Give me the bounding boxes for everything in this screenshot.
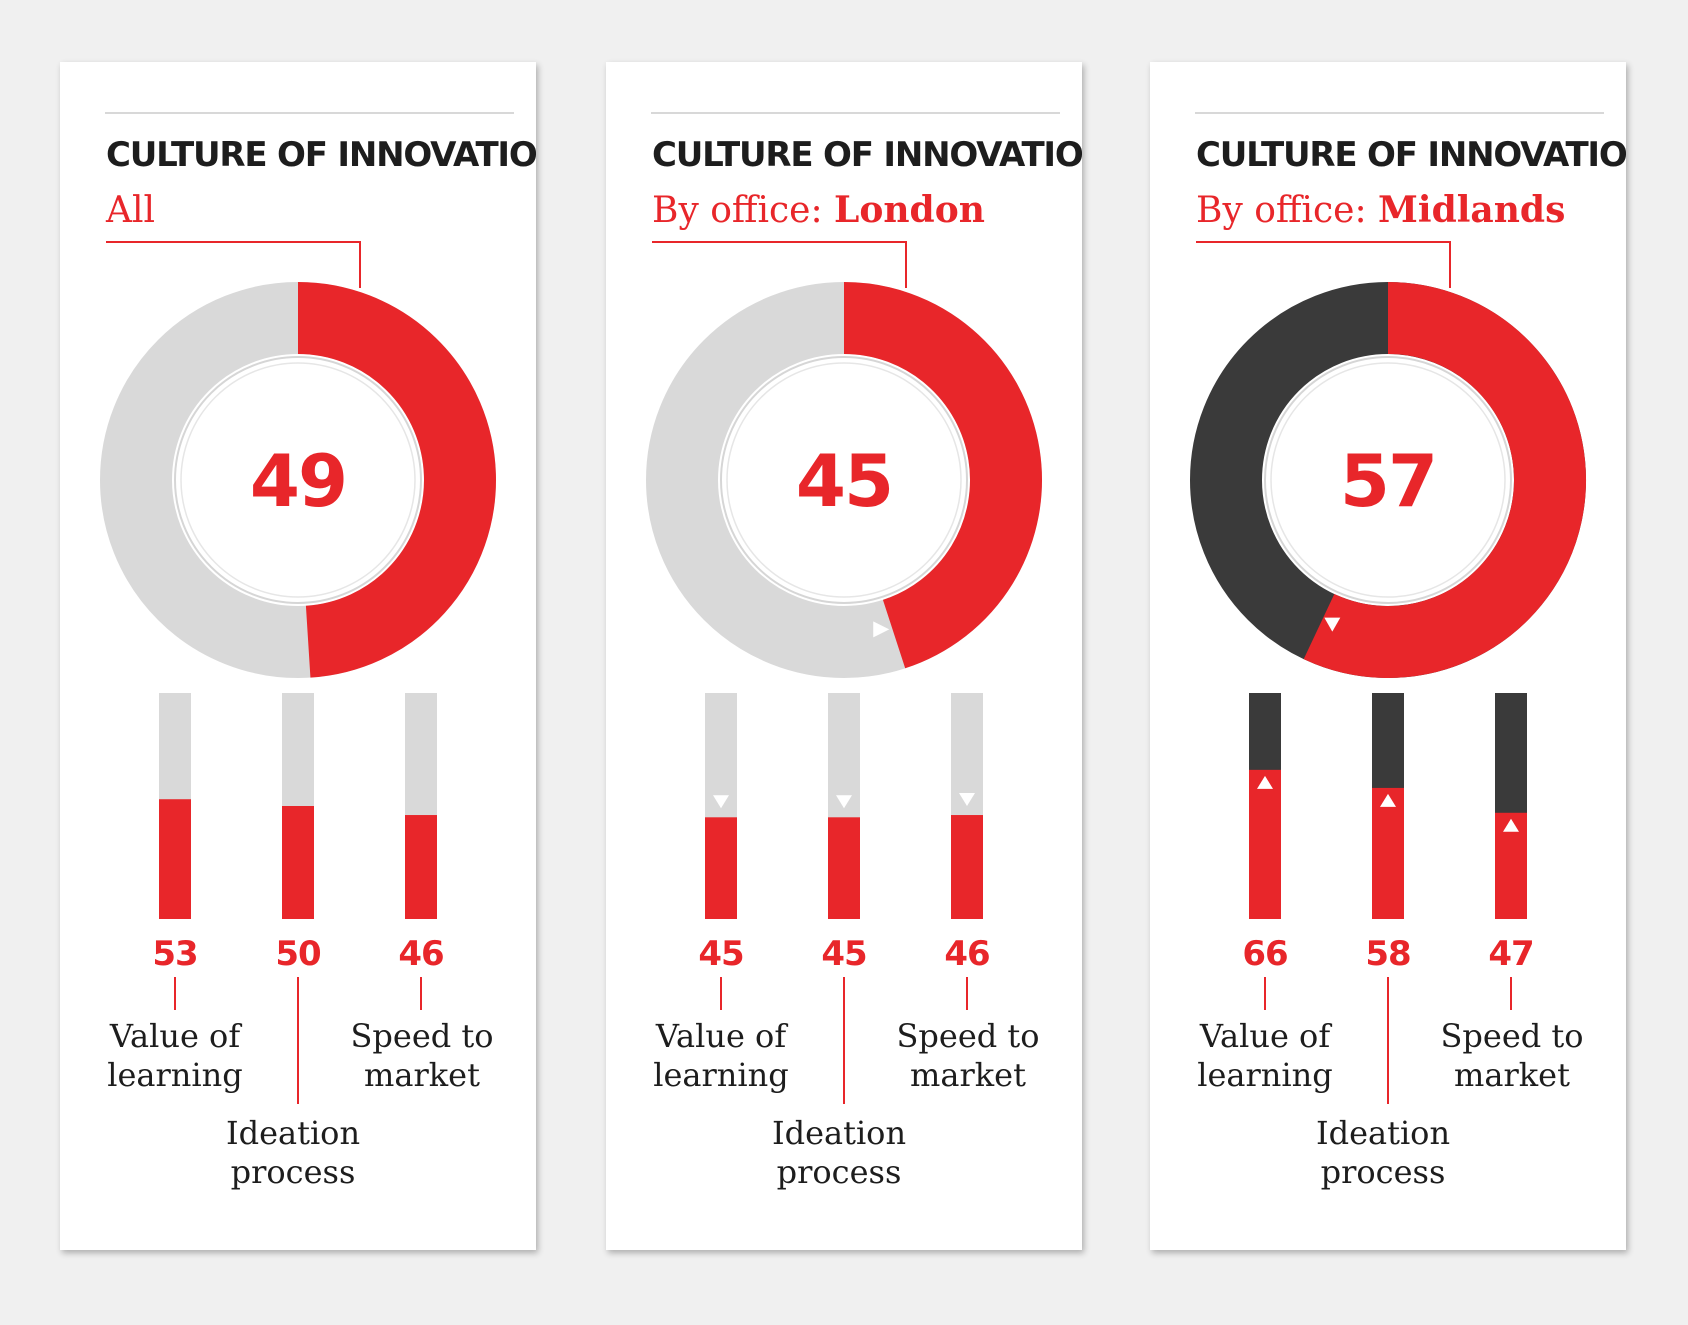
subtitle-leader-line bbox=[652, 241, 907, 288]
donut-inner-ring bbox=[720, 356, 968, 604]
bar-change-marker-value-of-learning bbox=[1257, 775, 1273, 789]
chart-title: CULTURE OF INNOVATION bbox=[106, 135, 536, 175]
subtitle-prefix: All bbox=[105, 190, 155, 231]
donut-inner-ring bbox=[174, 356, 422, 604]
bar-fill-speed-to-market bbox=[951, 815, 983, 919]
bar-change-marker-value-of-learning bbox=[713, 795, 729, 809]
bar-value-speed-to-market: 46 bbox=[398, 934, 443, 974]
bar-fill-value-of-learning bbox=[705, 817, 737, 919]
bar-label-line1: Speed to bbox=[1440, 1017, 1583, 1055]
bar-value-ideation-process: 50 bbox=[275, 934, 321, 974]
donut-change-marker bbox=[1324, 617, 1341, 632]
bar-label-line1: Speed to bbox=[896, 1017, 1039, 1055]
bar-fill-ideation-process bbox=[282, 806, 314, 919]
chart-subtitle: By office: London bbox=[652, 189, 985, 231]
bar-value-speed-to-market: 46 bbox=[944, 934, 989, 974]
bar-value-ideation-process: 58 bbox=[1365, 934, 1410, 974]
bar-fill-ideation-process bbox=[1372, 787, 1404, 919]
chart-title: CULTURE OF INNOVATION bbox=[1196, 135, 1626, 175]
bar-label-line2: learning bbox=[653, 1056, 788, 1094]
bar-label-ideation-process: Ideation process bbox=[1316, 1114, 1450, 1191]
bar-change-marker-speed-to-market bbox=[959, 793, 975, 807]
subtitle-leader-line bbox=[1196, 241, 1451, 288]
donut-score-value: 49 bbox=[250, 439, 346, 523]
bar-label-line1: Ideation bbox=[1316, 1114, 1450, 1152]
bar-fill-value-of-learning bbox=[159, 799, 191, 919]
donut-inner-ring bbox=[1264, 356, 1512, 604]
panel-midlands: CULTURE OF INNOVATION By office: Midland… bbox=[1150, 62, 1626, 1250]
bar-label-value-of-learning: Value of learning bbox=[653, 1017, 788, 1094]
bar-fill-ideation-process bbox=[828, 817, 860, 919]
donut-score-value: 57 bbox=[1340, 439, 1436, 523]
subtitle-value: Midlands bbox=[1378, 189, 1565, 231]
bar-label-line2: process bbox=[231, 1153, 356, 1191]
bar-label-value-of-learning: Value of learning bbox=[107, 1017, 242, 1094]
panel-all: CULTURE OF INNOVATION All 49 53 Value of… bbox=[60, 62, 536, 1250]
donut-score-arc bbox=[843, 282, 1042, 669]
bar-label-ideation-process: Ideation process bbox=[772, 1114, 906, 1191]
bar-label-value-of-learning: Value of learning bbox=[1197, 1017, 1332, 1094]
donut-score-arc bbox=[297, 282, 496, 678]
bar-value-value-of-learning: 66 bbox=[1242, 934, 1287, 974]
bar-label-line2: learning bbox=[1197, 1056, 1332, 1094]
bar-label-line2: market bbox=[364, 1056, 480, 1094]
bar-label-speed-to-market: Speed to market bbox=[1440, 1017, 1583, 1094]
donut-score-arc bbox=[1303, 282, 1586, 678]
donut-inner-ring-2 bbox=[1270, 362, 1506, 598]
bar-change-marker-ideation-process bbox=[836, 795, 852, 809]
donut-inner-ring-2 bbox=[726, 362, 962, 598]
donut-score-value: 45 bbox=[796, 439, 892, 523]
bar-value-speed-to-market: 47 bbox=[1488, 934, 1533, 974]
bar-label-line2: market bbox=[1454, 1056, 1570, 1094]
chart-panel-london: CULTURE OF INNOVATION By office: London … bbox=[646, 112, 1082, 1191]
donut-change-marker bbox=[873, 621, 890, 638]
bar-label-speed-to-market: Speed to market bbox=[896, 1017, 1039, 1094]
bar-change-marker-speed-to-market bbox=[1503, 818, 1519, 832]
bar-label-speed-to-market: Speed to market bbox=[350, 1017, 493, 1094]
bar-value-ideation-process: 45 bbox=[821, 934, 866, 974]
chart-subtitle: By office: Midlands bbox=[1196, 189, 1565, 231]
bar-value-value-of-learning: 53 bbox=[152, 934, 197, 974]
chart-title: CULTURE OF INNOVATION bbox=[652, 135, 1082, 175]
bar-label-ideation-process: Ideation process bbox=[226, 1114, 360, 1191]
bar-label-line1: Ideation bbox=[772, 1114, 906, 1152]
bar-change-marker-ideation-process bbox=[1380, 793, 1396, 807]
bar-label-line2: market bbox=[910, 1056, 1026, 1094]
chart-subtitle: All bbox=[105, 190, 155, 231]
chart-panel-midlands: CULTURE OF INNOVATION By office: Midland… bbox=[1190, 112, 1626, 1191]
bar-fill-speed-to-market bbox=[405, 815, 437, 919]
chart-panel-all: CULTURE OF INNOVATION All 49 53 Value of… bbox=[100, 112, 536, 1191]
subtitle-value: London bbox=[834, 189, 985, 231]
bar-label-line1: Value of bbox=[109, 1017, 242, 1055]
bar-label-line2: process bbox=[777, 1153, 902, 1191]
bar-label-line1: Value of bbox=[655, 1017, 788, 1055]
bar-label-line2: process bbox=[1321, 1153, 1446, 1191]
bar-label-line2: learning bbox=[107, 1056, 242, 1094]
subtitle-prefix: By office: bbox=[652, 190, 834, 231]
donut-inner-ring-2 bbox=[180, 362, 416, 598]
panel-london: CULTURE OF INNOVATION By office: London … bbox=[606, 62, 1082, 1250]
subtitle-leader-line bbox=[106, 241, 361, 288]
bar-label-line1: Ideation bbox=[226, 1114, 360, 1152]
bar-value-value-of-learning: 45 bbox=[698, 934, 743, 974]
bar-label-line1: Value of bbox=[1199, 1017, 1332, 1055]
subtitle-prefix: By office: bbox=[1196, 190, 1378, 231]
bar-label-line1: Speed to bbox=[350, 1017, 493, 1055]
bar-fill-value-of-learning bbox=[1249, 769, 1281, 919]
